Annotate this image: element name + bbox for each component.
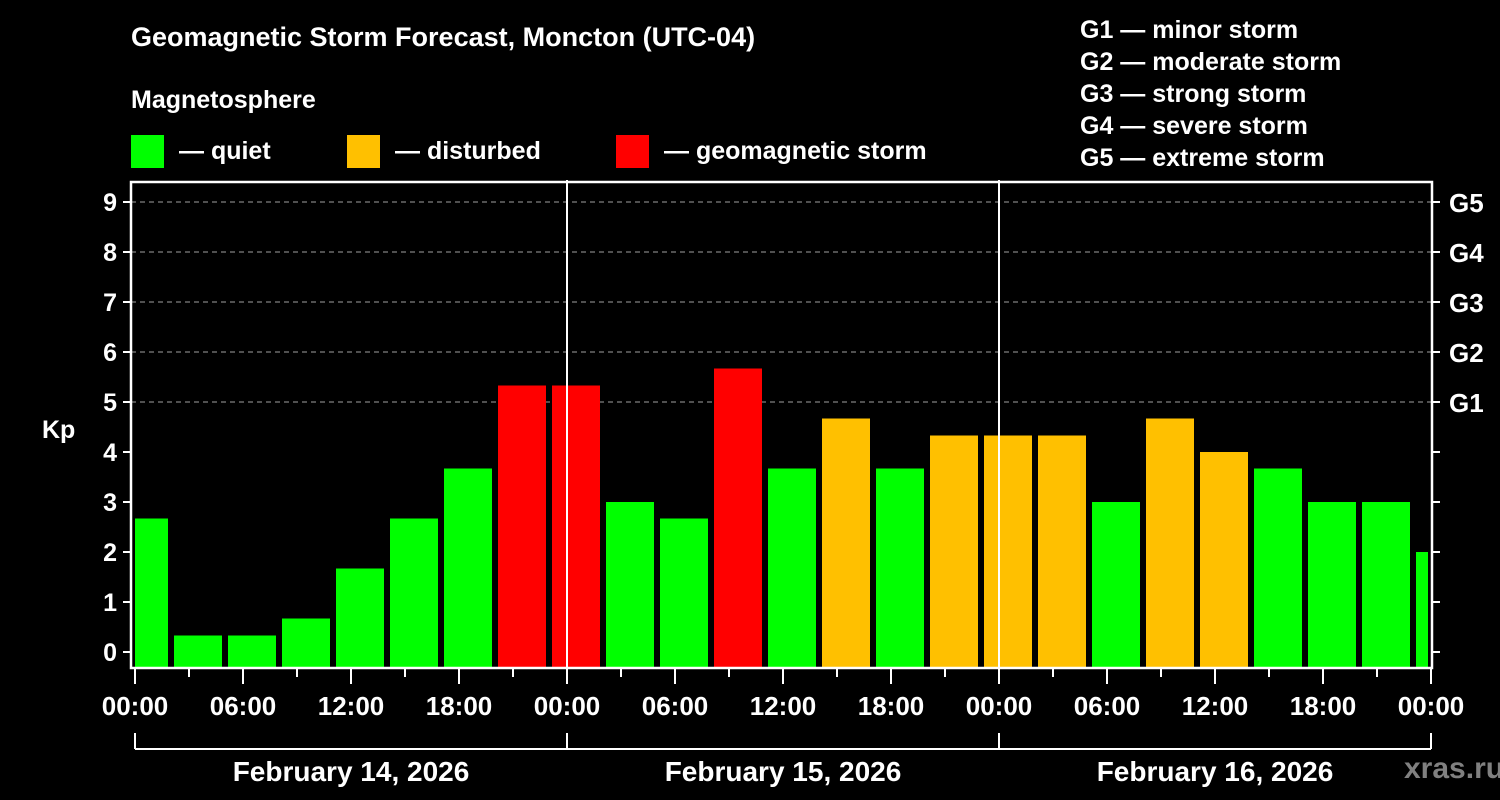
day-label: February 15, 2026 <box>665 756 902 787</box>
y-tick-label: 9 <box>103 189 117 217</box>
bars <box>135 368 1428 668</box>
x-tick-label: 12:00 <box>750 691 817 721</box>
grid-lines <box>131 201 1432 403</box>
legend-swatch-disturbed <box>347 134 380 168</box>
g-scale-axis-label: G5 <box>1449 188 1484 218</box>
g-scale-legend: G1 — minor storm G2 — moderate storm G3 … <box>1080 14 1341 174</box>
bar-quiet <box>1416 552 1428 668</box>
bar-disturbed <box>822 418 870 668</box>
g-scale-g2: G2 — moderate storm <box>1080 48 1342 76</box>
bar-storm <box>552 385 600 668</box>
x-tick-label: 00:00 <box>534 691 601 721</box>
bar-quiet <box>1308 502 1356 668</box>
y-tick-label: 6 <box>103 339 117 367</box>
g-scale-axis-label: G1 <box>1449 388 1484 418</box>
g-scale-g1: G1 — minor storm <box>1080 16 1299 44</box>
bar-disturbed <box>1146 418 1194 668</box>
bar-quiet <box>282 618 330 668</box>
day-label: February 14, 2026 <box>233 756 470 787</box>
bar-disturbed <box>1038 435 1086 668</box>
y-tick-label: 0 <box>103 639 117 667</box>
x-tick-label: 18:00 <box>858 691 925 721</box>
g-scale-g5: G5 — extreme storm <box>1080 144 1325 172</box>
g-scale-g3: G3 — strong storm <box>1080 80 1307 108</box>
bar-quiet <box>336 568 384 668</box>
legend-swatch-storm <box>616 134 649 168</box>
day-label: February 16, 2026 <box>1097 756 1334 787</box>
bar-quiet <box>135 518 168 668</box>
legend-title: Magnetosphere <box>131 86 316 114</box>
legend-item-quiet: — quiet <box>131 134 271 168</box>
g-scale-axis-label: G3 <box>1449 288 1484 318</box>
bar-quiet <box>1254 468 1302 668</box>
legend-item-disturbed: — disturbed <box>347 134 541 168</box>
x-tick-label: 00:00 <box>1398 691 1465 721</box>
bar-quiet <box>1362 502 1410 668</box>
bar-disturbed <box>1200 452 1248 668</box>
bar-quiet <box>174 635 222 668</box>
bar-quiet <box>876 468 924 668</box>
y-tick-label: 8 <box>103 239 117 267</box>
watermark: xras.ru <box>1404 752 1500 785</box>
bar-quiet <box>768 468 816 668</box>
y-tick-label: 1 <box>103 589 117 617</box>
x-tick-label: 06:00 <box>210 691 277 721</box>
y-tick-label: 7 <box>103 289 117 317</box>
x-tick-label: 06:00 <box>642 691 709 721</box>
x-tick-label: 12:00 <box>318 691 385 721</box>
bar-quiet <box>444 468 492 668</box>
y-tick-label: 4 <box>103 439 117 467</box>
x-tick-label: 00:00 <box>102 691 169 721</box>
y-tick-label: 3 <box>103 489 117 517</box>
bar-storm <box>498 385 546 668</box>
g-scale-axis-label: G4 <box>1449 238 1484 268</box>
x-tick-label: 18:00 <box>1290 691 1357 721</box>
x-tick-label: 18:00 <box>426 691 493 721</box>
bar-quiet <box>606 502 654 668</box>
x-tick-label: 06:00 <box>1074 691 1141 721</box>
bar-quiet <box>228 635 276 668</box>
legend-label-disturbed: — disturbed <box>395 136 541 165</box>
plot-frame <box>129 180 1434 670</box>
g-scale-g4: G4 — severe storm <box>1080 112 1308 140</box>
axes <box>123 180 1440 750</box>
y-tick-label: 5 <box>103 389 117 417</box>
x-tick-label: 00:00 <box>966 691 1033 721</box>
y-axis-label: Kp <box>42 416 75 444</box>
bar-quiet <box>390 518 438 668</box>
legend-label-quiet: — quiet <box>179 136 271 165</box>
bar-disturbed <box>930 435 978 668</box>
x-tick-label: 12:00 <box>1182 691 1249 721</box>
bar-storm <box>714 368 762 668</box>
chart-title: Geomagnetic Storm Forecast, Moncton (UTC… <box>131 22 756 52</box>
y-tick-label: 2 <box>103 539 117 567</box>
bar-disturbed <box>984 435 1032 668</box>
legend-label-storm: — geomagnetic storm <box>664 136 927 165</box>
bar-quiet <box>1092 502 1140 668</box>
axis-labels: 0 1 2 3 4 5 6 7 8 9 Kp G1 G2 G3 G4 G5 00:00 06:00 12:00 18:… <box>42 188 1484 787</box>
bar-quiet <box>660 518 708 668</box>
legend-swatch-quiet <box>131 134 164 168</box>
legend-item-storm: — geomagnetic storm <box>616 134 927 168</box>
g-scale-axis-label: G2 <box>1449 338 1484 368</box>
